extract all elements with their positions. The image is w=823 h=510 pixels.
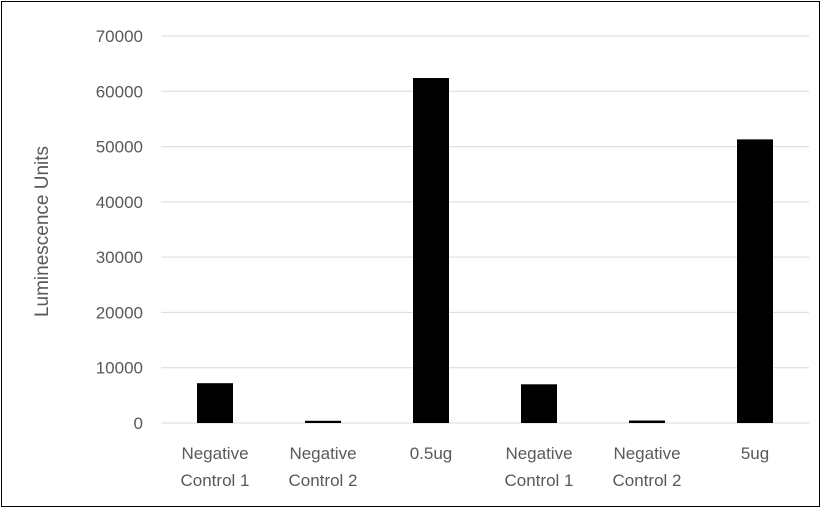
x-tick-label: 0.5ug: [410, 444, 453, 463]
x-tick-label-line: 5ug: [741, 444, 769, 463]
y-tick-label: 60000: [96, 82, 143, 101]
y-axis-title: Luminescence Units: [32, 146, 53, 317]
y-tick-label: 50000: [96, 138, 143, 157]
x-tick-label-line: Negative: [613, 444, 680, 463]
x-tick-label: Negative Control 1: [505, 444, 574, 490]
x-tick-label: Negative Control 2: [289, 444, 358, 490]
bar: [737, 139, 773, 424]
x-tick-label-line: Negative: [505, 444, 572, 463]
x-axis-tick-labels: Negative Control 1 Negative Control 2 0.5ug N…: [181, 444, 770, 490]
bar: [413, 78, 449, 423]
x-tick-label: 5ug: [741, 444, 769, 463]
x-tick-label-line: Control 2: [289, 471, 358, 490]
bar: [197, 383, 233, 423]
y-tick-label: 70000: [96, 27, 143, 46]
x-tick-label-line: 0.5ug: [410, 444, 453, 463]
x-tick-label-line: Negative: [181, 444, 248, 463]
x-tick-label-line: Control 2: [613, 471, 682, 490]
bar: [521, 384, 557, 423]
x-tick-label-line: Negative: [289, 444, 356, 463]
x-tick-label: Negative Control 1: [181, 444, 250, 490]
y-tick-label: 20000: [96, 303, 143, 322]
y-tick-label: 10000: [96, 359, 143, 378]
bar: [305, 420, 341, 423]
y-tick-label: 30000: [96, 248, 143, 267]
x-tick-label-line: Control 1: [181, 471, 250, 490]
y-tick-label: 40000: [96, 193, 143, 212]
bars: [197, 78, 773, 424]
x-tick-label-line: Control 1: [505, 471, 574, 490]
y-axis-tick-labels: 0 10000 20000 30000 40000 50000 60000 70000: [96, 27, 143, 433]
gridlines: [161, 35, 809, 424]
bar: [629, 420, 665, 423]
x-tick-label: Negative Control 2: [613, 444, 682, 490]
y-tick-label: 0: [134, 414, 143, 433]
